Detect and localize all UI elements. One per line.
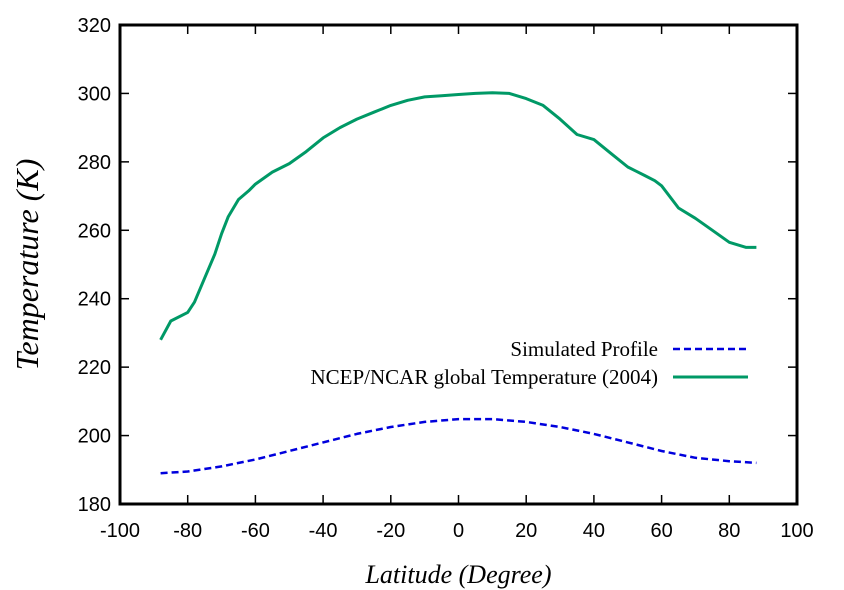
legend-label-1: Simulated Profile	[510, 337, 658, 361]
y-tick-label: 200	[78, 426, 111, 448]
x-tick-label: 40	[583, 520, 605, 542]
x-tick-label: -20	[376, 520, 405, 542]
y-axis-title: Temperature (K)	[9, 159, 45, 371]
x-tick-label: 60	[650, 520, 672, 542]
y-tick-label: 320	[78, 15, 111, 37]
x-tick-label: -100	[100, 520, 140, 542]
x-tick-label: 100	[780, 520, 813, 542]
legend: Simulated Profile NCEP/NCAR global Temper…	[310, 337, 748, 389]
series-line-1	[160, 417, 757, 475]
plot-frame	[118, 23, 799, 506]
y-tick-label: 300	[78, 83, 111, 105]
x-tick-label: 20	[515, 520, 537, 542]
x-tick-label: -40	[309, 520, 338, 542]
x-tick-label: 0	[453, 520, 464, 542]
series-line-2	[159, 91, 757, 341]
plot-lines	[159, 91, 757, 475]
y-tick-label: 180	[78, 494, 111, 516]
y-tick-labels: 180 200 220 240 260 280 300 320	[78, 15, 111, 516]
x-tick-label: -60	[241, 520, 270, 542]
y-tick-label: 260	[78, 220, 111, 242]
x-axis-title: Latitude (Degree)	[364, 560, 551, 589]
y-tick-label: 220	[78, 357, 111, 379]
x-tick-label: 80	[718, 520, 740, 542]
y-tick-label: 240	[78, 289, 111, 311]
legend-label-2: NCEP/NCAR global Temperature (2004)	[310, 365, 658, 389]
y-tick-label: 280	[78, 152, 111, 174]
x-tick-labels: -100 -80 -60 -40 -20 0 20 40 60 80 100	[100, 520, 814, 542]
axis-ticks	[119, 24, 798, 505]
x-tick-label: -80	[173, 520, 202, 542]
